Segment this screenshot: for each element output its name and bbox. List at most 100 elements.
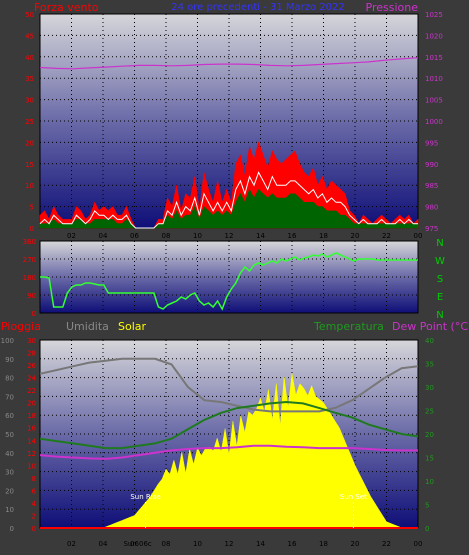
rain-tick-label: 16 [27, 425, 36, 433]
wind-axis-title: Forza vento [34, 1, 99, 14]
pressure-tick-label: 1005 [425, 97, 443, 105]
legend-rain: Pioggia [1, 320, 41, 333]
pressure-right-ticks: 975 980 985 990 995 1000 1005 1010 1015 1020 1025 [425, 11, 443, 233]
humidity-tick-label: 10 [5, 506, 14, 514]
temp-x-tick-label: 06 [130, 540, 139, 548]
temp-tick-label: 0 [425, 525, 429, 533]
wind-x-tick-label: 08 [162, 232, 171, 240]
wind-tick-label: 40 [25, 54, 34, 62]
legend-dewpoint: Dew Point (°C) [392, 320, 469, 333]
rain-tick-label: 30 [27, 337, 36, 345]
wind-x-tick-label: 00 [414, 232, 423, 240]
wind-x-ticks: 02 04 06 08 10 12 14 16 18 20 22 00 [67, 232, 422, 240]
wind-x-tick-label: 12 [225, 232, 234, 240]
compass-label: W [435, 256, 445, 267]
rain-tick-label: 28 [27, 350, 36, 358]
wind-x-tick-label: 22 [382, 232, 391, 240]
avg-wind-area [39, 188, 419, 229]
legend-temperature: Temperatura [313, 320, 384, 333]
temp-right-ticks: 0 5 10 15 20 25 30 35 40 [425, 337, 434, 533]
rain-tick-label: 2 [32, 512, 36, 520]
wind-x-tick-label: 20 [351, 232, 360, 240]
pressure-tick-label: 975 [425, 225, 438, 233]
humidity-tick-label: 70 [5, 393, 14, 401]
wind-left-ticks: 0 5 10 15 20 25 30 35 40 45 50 [25, 11, 34, 233]
wind-tick-label: 20 [25, 139, 34, 147]
rain-tick-label: 22 [27, 387, 36, 395]
pressure-line [39, 57, 419, 70]
wind-tick-label: 45 [25, 32, 34, 40]
direction-tick-label: 90 [27, 292, 36, 300]
rain-tick-label: 24 [27, 375, 36, 383]
pressure-tick-label: 1020 [425, 32, 443, 40]
temp-x-tick-label: 20 [351, 540, 360, 548]
wind-tick-label: 0 [30, 225, 34, 233]
humidity-line [39, 357, 419, 413]
compass-label: E [437, 292, 443, 303]
temp-x-tick-label: 00 [414, 540, 423, 548]
wind-tick-label: 50 [25, 11, 34, 19]
rain-tick-label: 8 [32, 475, 36, 483]
compass-label: S [437, 274, 443, 285]
legend-humidity: Umidita [66, 320, 109, 333]
rain-tick-label: 4 [32, 500, 37, 508]
temp-tick-label: 35 [425, 361, 434, 369]
wind-x-tick-label: 16 [288, 232, 297, 240]
temp-tick-label: 5 [425, 502, 429, 510]
compass-label: N [436, 238, 443, 249]
humidity-tick-label: 100 [1, 337, 14, 345]
temp-x-tick-label: 22 [382, 540, 391, 548]
wind-tick-label: 5 [30, 204, 34, 212]
sun-annotations: Sun Rise Sun Set Sun 06c [123, 493, 367, 548]
wind-tick-label: 35 [25, 75, 34, 83]
humidity-tick-label: 0 [10, 525, 14, 533]
temp-x-tick-label: 04 [99, 540, 108, 548]
rain-tick-label: 14 [27, 437, 36, 445]
wind-speed-area [39, 141, 419, 229]
wind-series [39, 57, 419, 229]
temp-x-tick-label: 16 [288, 540, 297, 548]
wind-tick-label: 25 [25, 118, 34, 126]
wind-x-tick-label: 18 [319, 232, 328, 240]
pressure-tick-label: 1010 [425, 75, 443, 83]
rain-tick-label: 26 [27, 362, 36, 370]
pressure-axis-title: Pressione [366, 1, 419, 14]
direction-tick-label: 0 [32, 310, 36, 318]
humidity-tick-label: 60 [5, 412, 14, 420]
humidity-tick-label: 40 [5, 450, 14, 458]
temp-x-tick-label: 14 [256, 540, 265, 548]
wind-x-tick-label: 06 [130, 232, 139, 240]
dewpoint-line [39, 444, 418, 460]
temp-tick-label: 40 [425, 337, 434, 345]
direction-tick-label: 360 [23, 238, 36, 246]
direction-grid [40, 241, 418, 313]
temp-x-tick-label: 08 [162, 540, 171, 548]
wind-tick-label: 30 [25, 97, 34, 105]
temp-series [39, 357, 419, 529]
direction-tick-label: 270 [23, 256, 36, 264]
humidity-tick-label: 20 [5, 487, 14, 495]
chart-period-title: 24 ore precedenti - 31 Marzo 2022 [171, 2, 345, 13]
rain-tick-label: 6 [32, 487, 37, 495]
direction-tick-label: 180 [23, 274, 36, 282]
wind-tick-label: 15 [25, 161, 34, 169]
pressure-tick-label: 985 [425, 182, 438, 190]
direction-left-ticks: 0 90 180 270 360 [23, 238, 36, 318]
temp-tick-label: 10 [425, 478, 434, 486]
temp-x-tick-label: 12 [225, 540, 234, 548]
pressure-tick-label: 1000 [425, 118, 443, 126]
wind-plot-area [39, 13, 419, 229]
rain-tick-label: 0 [32, 525, 36, 533]
sun-marker-label: Sun Rise [130, 493, 160, 501]
compass-label: N [436, 310, 443, 321]
sun-axis-label: Sun 06c [123, 540, 151, 548]
humidity-tick-label: 50 [5, 431, 14, 439]
temp-tick-label: 25 [425, 408, 434, 416]
legend-solar: Solar [118, 320, 147, 333]
rain-tick-label: 12 [27, 450, 36, 458]
pressure-tick-label: 980 [425, 204, 438, 212]
